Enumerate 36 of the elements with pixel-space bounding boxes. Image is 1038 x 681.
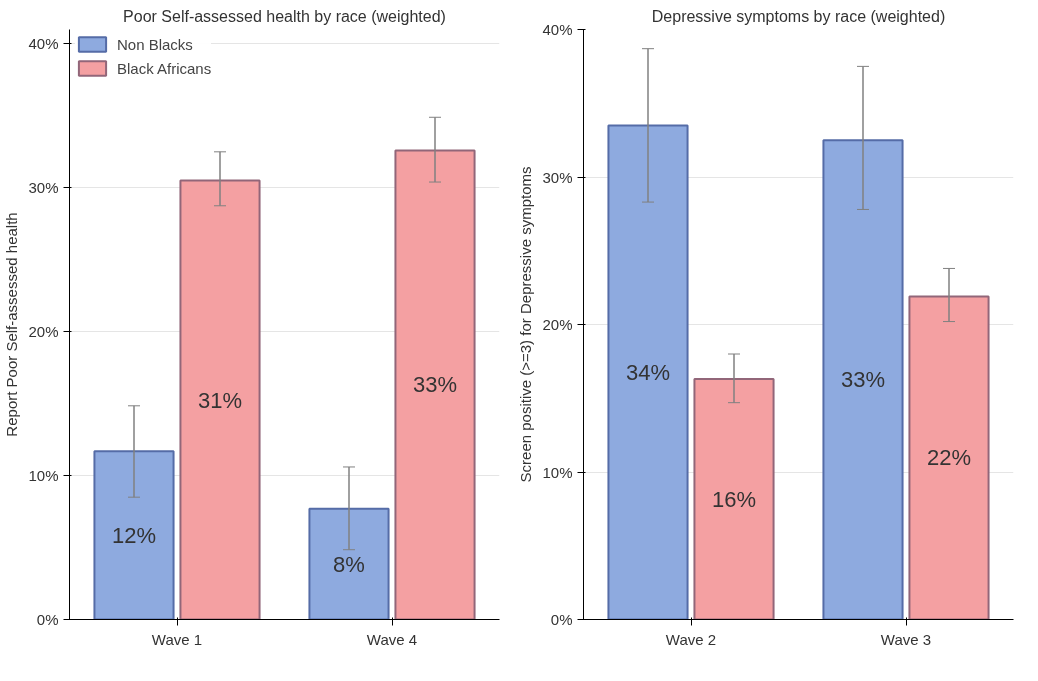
bar bbox=[607, 124, 689, 620]
y-tick-label: 30% bbox=[542, 168, 573, 186]
y-tick-label: 0% bbox=[36, 611, 59, 628]
data-label: 12% bbox=[111, 522, 157, 548]
bar bbox=[822, 139, 904, 620]
y-tick-label: 20% bbox=[542, 316, 573, 333]
y-axis-title: Screen positive (>=3) for Depressive symptoms bbox=[517, 166, 535, 483]
legend-label: Non Blacks bbox=[117, 35, 193, 53]
y-tick-label: 10% bbox=[542, 463, 573, 481]
x-tick-label: Wave 1 bbox=[151, 630, 203, 648]
bar bbox=[693, 378, 775, 620]
y-tick-label: 30% bbox=[28, 179, 59, 197]
y-tick-label: 20% bbox=[28, 323, 59, 341]
x-tick-label: Wave 4 bbox=[366, 630, 418, 648]
x-tick-label: Wave 3 bbox=[880, 630, 932, 648]
data-label: 22% bbox=[926, 445, 972, 471]
bar bbox=[308, 507, 390, 620]
bar bbox=[179, 179, 261, 620]
y-tick-label: 40% bbox=[28, 35, 59, 53]
x-tick-label: Wave 2 bbox=[665, 630, 717, 648]
data-label: 33% bbox=[840, 367, 886, 393]
legend-label: Black Africans bbox=[117, 59, 212, 77]
bar bbox=[394, 149, 476, 620]
chart-title: Poor Self-assessed health by race (weighted) bbox=[123, 7, 446, 25]
y-tick-label: 0% bbox=[550, 611, 573, 628]
bar bbox=[908, 295, 990, 620]
data-label: 33% bbox=[412, 372, 458, 398]
data-label: 34% bbox=[625, 359, 671, 385]
data-label: 31% bbox=[197, 387, 243, 413]
y-tick-label: 40% bbox=[542, 21, 573, 38]
data-label: 16% bbox=[711, 486, 757, 512]
data-label: 8% bbox=[333, 551, 365, 577]
y-axis-title: Report Poor Self-assessed health bbox=[3, 212, 21, 437]
bar bbox=[93, 450, 175, 620]
chart-title: Depressive symptoms by race (weighted) bbox=[651, 7, 946, 25]
y-tick-label: 10% bbox=[28, 467, 59, 485]
